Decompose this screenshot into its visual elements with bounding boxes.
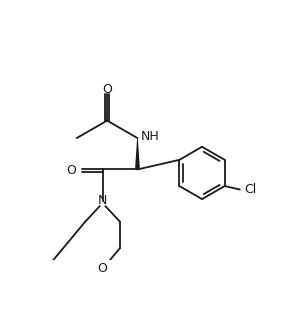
Text: NH: NH	[141, 130, 160, 143]
Polygon shape	[135, 138, 140, 169]
Text: O: O	[66, 164, 76, 177]
Text: N: N	[98, 194, 107, 207]
Text: O: O	[102, 83, 112, 96]
Text: Cl: Cl	[244, 183, 257, 196]
Text: O: O	[98, 262, 107, 276]
